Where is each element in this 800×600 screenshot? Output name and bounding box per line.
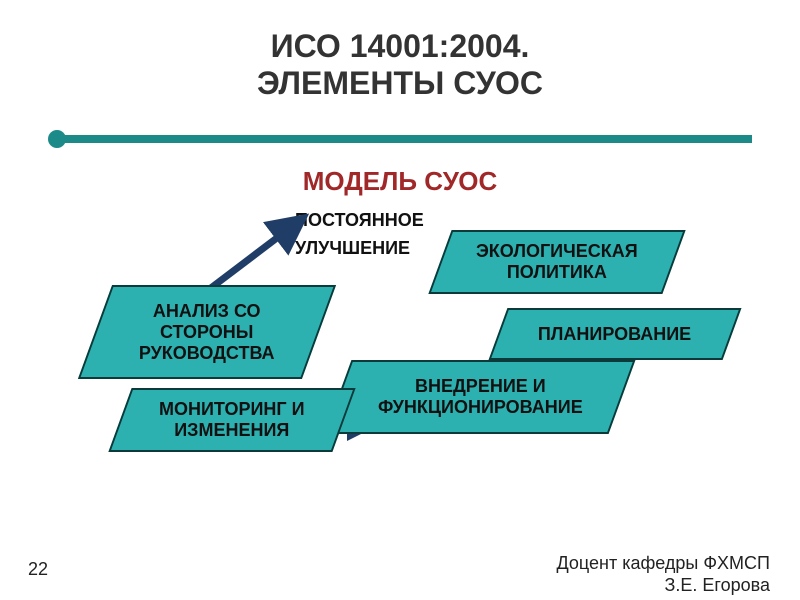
slide-number: 22 bbox=[28, 559, 48, 580]
box-label: АНАЛИЗ СОСТОРОНЫРУКОВОДСТВА bbox=[133, 301, 281, 364]
box-label: ПЛАНИРОВАНИЕ bbox=[532, 324, 697, 345]
box-planning: ПЛАНИРОВАНИЕ bbox=[489, 308, 742, 360]
box-environmental-policy: ЭКОЛОГИЧЕСКАЯПОЛИТИКА bbox=[428, 230, 685, 294]
box-management-review: АНАЛИЗ СОСТОРОНЫРУКОВОДСТВА bbox=[78, 285, 336, 379]
box-label: ВНЕДРЕНИЕ ИФУНКЦИОНИРОВАНИЕ bbox=[372, 376, 589, 418]
box-label: ЭКОЛОГИЧЕСКАЯПОЛИТИКА bbox=[470, 241, 644, 283]
box-label: МОНИТОРИНГ ИИЗМЕНЕНИЯ bbox=[153, 399, 311, 441]
box-monitoring: МОНИТОРИНГ ИИЗМЕНЕНИЯ bbox=[108, 388, 355, 452]
footer-credit-1: Доцент кафедры ФХМСП bbox=[557, 553, 771, 574]
box-implementation: ВНЕДРЕНИЕ ИФУНКЦИОНИРОВАНИЕ bbox=[325, 360, 636, 434]
slide: { "colors": { "teal": "#1d8a8a", "box_fi… bbox=[0, 0, 800, 600]
footer-credit-2: З.Е. Егорова bbox=[665, 575, 770, 596]
